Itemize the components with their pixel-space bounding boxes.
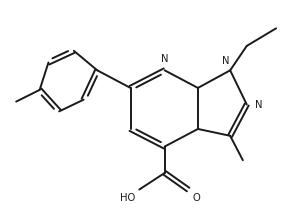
- Text: N: N: [223, 56, 230, 66]
- Text: HO: HO: [120, 193, 135, 204]
- Text: N: N: [161, 54, 168, 64]
- Text: N: N: [254, 100, 262, 110]
- Text: O: O: [192, 193, 200, 204]
